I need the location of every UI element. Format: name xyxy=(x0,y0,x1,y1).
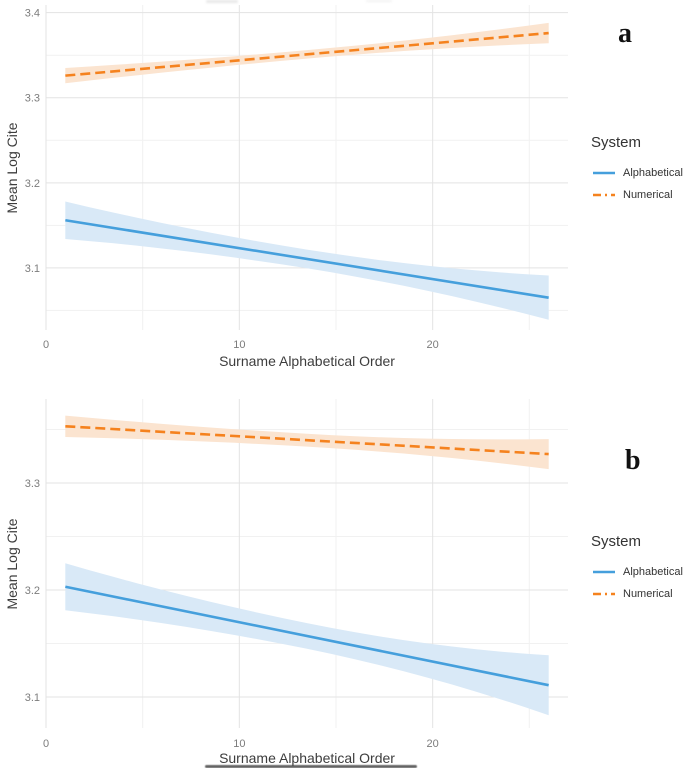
numerical-ci-band xyxy=(65,415,549,470)
legend-title: System xyxy=(591,134,642,151)
series-line-layer xyxy=(65,424,549,687)
legend-item-label: Numerical xyxy=(623,588,673,600)
panel-a-plot-area: 0 10 20 3.4 3.3 3.2 3.1 Surname Alphabetical O… xyxy=(4,5,568,369)
alphabetical-line-key-icon xyxy=(593,570,615,574)
x-tick-label: 10 xyxy=(233,738,245,750)
confidence-band-layer xyxy=(65,415,549,716)
x-tick-label: 10 xyxy=(233,339,245,351)
alphabetical-ci-band xyxy=(65,201,549,320)
y-tick-label: 3.3 xyxy=(25,478,40,490)
numerical-line xyxy=(65,424,549,456)
y-axis-title: Mean Log Cite xyxy=(4,122,20,213)
legend-item-label: Alphabetical xyxy=(623,167,683,179)
legend-item-alphabetical: Alphabetical xyxy=(591,162,685,184)
legend-item-numerical: Numerical xyxy=(591,583,685,605)
x-axis-title: Surname Alphabetical Order xyxy=(219,750,395,766)
x-axis-title: Surname Alphabetical Order xyxy=(219,353,395,369)
legend-title: System xyxy=(591,533,642,550)
numerical-dashed-line-key-icon xyxy=(593,193,615,197)
numerical-dashed-line-key-icon xyxy=(593,592,615,596)
y-tick-label: 3.3 xyxy=(25,93,40,105)
x-tick-label: 0 xyxy=(43,339,49,351)
panel-b: 0 10 20 3.3 3.2 3.1 Surname Alphabetical Orde… xyxy=(0,384,685,768)
alphabetical-line-key-icon xyxy=(593,171,615,175)
y-axis-title: Mean Log Cite xyxy=(4,518,20,609)
legend: System Alphabetical Numerical xyxy=(591,133,685,206)
tick-label-layer: 0 10 20 3.3 3.2 3.1 xyxy=(25,478,439,750)
legend-item-label: Alphabetical xyxy=(623,566,683,578)
confidence-band-layer xyxy=(65,22,549,320)
x-tick-label: 0 xyxy=(43,738,49,750)
tick-label-layer: 0 10 20 3.4 3.3 3.2 3.1 xyxy=(25,8,439,351)
y-tick-label: 3.2 xyxy=(25,178,40,190)
panel-a: 0 10 20 3.4 3.3 3.2 3.1 Surname Alphabetical O… xyxy=(4,5,685,369)
y-tick-label: 3.4 xyxy=(25,8,40,20)
x-tick-label: 20 xyxy=(427,339,439,351)
alphabetical-line xyxy=(65,218,549,299)
alphabetical-line xyxy=(65,585,549,687)
legend-item-alphabetical: Alphabetical xyxy=(591,561,685,583)
legend: System Alphabetical Numerical xyxy=(591,532,685,605)
legend-item-numerical: Numerical xyxy=(591,184,685,206)
y-tick-label: 3.1 xyxy=(25,263,40,275)
legend-item-label: Numerical xyxy=(623,189,673,201)
y-tick-label: 3.1 xyxy=(25,692,40,704)
panel-label-b: b xyxy=(625,445,641,476)
panel-label-a: a xyxy=(618,18,632,49)
cropped-title-artifact xyxy=(206,0,238,3)
panel-b-plot-area: 0 10 20 3.3 3.2 3.1 Surname Alphabetical Orde… xyxy=(4,399,568,766)
alphabetical-ci-band xyxy=(65,563,549,716)
x-tick-label: 20 xyxy=(427,738,439,750)
cropped-title-artifact xyxy=(366,0,392,2)
cropped-caption-artifact xyxy=(205,765,417,768)
numerical-line xyxy=(65,31,549,77)
y-tick-label: 3.2 xyxy=(25,585,40,597)
series-line-layer xyxy=(65,31,549,299)
